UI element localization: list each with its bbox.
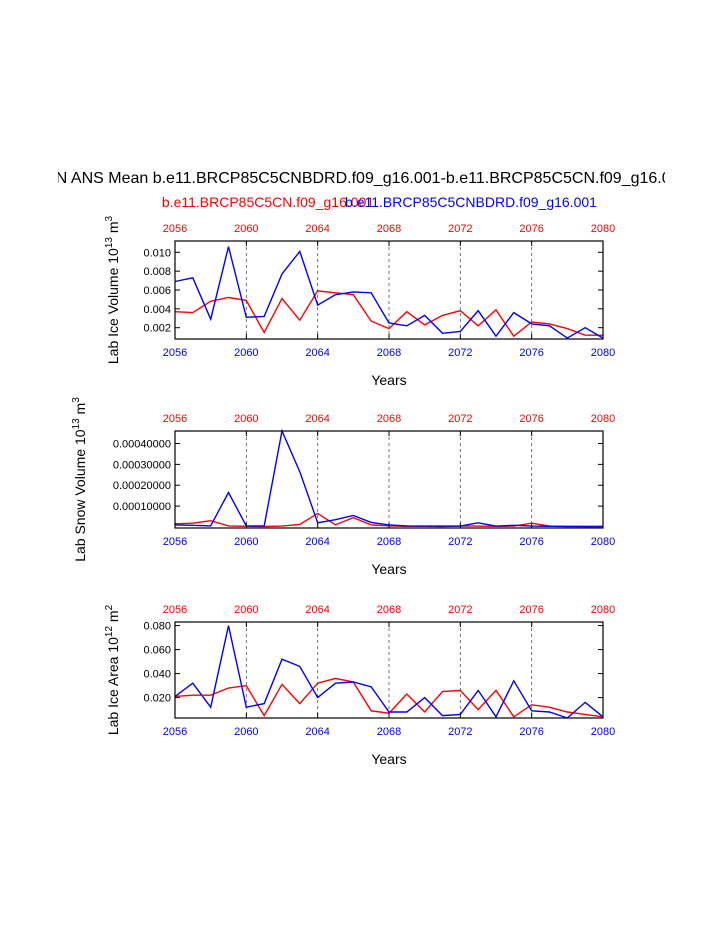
x-axis-label: Years: [371, 561, 406, 577]
x-tick-label-bottom: 2068: [377, 536, 401, 548]
y-axis-label: Lab Ice Area 1012 m2: [104, 604, 121, 735]
chart-panels: 0.002 0.004 0.006 0.008 0.010 2056 2056 2060 206…: [71, 215, 615, 767]
y-axis-label-part: 3: [104, 215, 115, 221]
y-tick-label: 0.004: [143, 304, 171, 316]
x-tick-label-top: 2072: [448, 223, 472, 235]
x-tick-label-top: 2064: [305, 223, 329, 235]
x-tick-label-top: 2064: [305, 413, 329, 425]
x-tick-label-bottom: 2080: [591, 726, 615, 738]
y-axis-label-part: Lab Ice Volume 10: [105, 248, 121, 364]
y-axis-label-part: 2: [104, 604, 115, 610]
x-tick-label-bottom: 2056: [163, 536, 187, 548]
y-axis-label-part: Lab Ice Area 10: [105, 637, 121, 735]
x-tick-label-top: 2080: [591, 413, 615, 425]
x-tick-label-top: 2076: [519, 413, 543, 425]
y-axis-label: Lab Ice Volume 1013 m3: [104, 215, 121, 364]
x-tick-label-top: 2072: [448, 604, 472, 616]
x-tick-label-bottom: 2068: [377, 347, 401, 359]
series-line-blue: [174, 625, 604, 719]
x-axis-label: Years: [371, 372, 406, 388]
x-tick-label-top: 2072: [448, 413, 472, 425]
x-tick-label-top: 2080: [591, 223, 615, 235]
y-tick-label: 0.040: [143, 669, 171, 681]
x-tick-label-bottom: 2064: [305, 347, 329, 359]
y-tick-label: 0.00020000: [113, 480, 171, 492]
x-tick-label-bottom: 2064: [305, 536, 329, 548]
x-tick-label-bottom: 2072: [448, 536, 472, 548]
y-axis-label-part: 3: [71, 397, 82, 403]
x-tick-label-bottom: 2060: [234, 536, 258, 548]
y-axis-label-part: 12: [104, 626, 115, 638]
x-tick-label-top: 2056: [163, 223, 187, 235]
y-tick-label: 0.00010000: [113, 501, 171, 513]
y-axis-label-part: Lab Snow Volume 10: [72, 429, 88, 562]
x-tick-label-top: 2064: [305, 604, 329, 616]
x-tick-label-top: 2076: [519, 223, 543, 235]
x-tick-label-top: 2060: [234, 604, 258, 616]
x-tick-label-top: 2060: [234, 223, 258, 235]
x-tick-label-bottom: 2056: [163, 726, 187, 738]
x-axis-label: Years: [371, 751, 406, 767]
y-axis-label: Lab Snow Volume 1013 m3: [71, 397, 88, 562]
chart-panel-1: 0.002 0.004 0.006 0.008 0.010 2056 2056 2060 206…: [104, 215, 615, 388]
y-tick-label: 0.060: [143, 645, 171, 657]
y-tick-label: 0.010: [143, 247, 171, 259]
y-tick-label: 0.002: [143, 323, 171, 335]
x-tick-label-top: 2068: [377, 223, 401, 235]
y-tick-label: 0.00030000: [113, 459, 171, 471]
x-tick-label-bottom: 2080: [591, 536, 615, 548]
chart-panel-2: 0.00010000 0.00020000 0.00030000 0.00040000…: [71, 397, 615, 577]
y-axis-label-part: 13: [71, 418, 82, 430]
y-axis-label-part: 13: [104, 237, 115, 249]
x-tick-label-bottom: 2064: [305, 726, 329, 738]
series-line-blue: [174, 246, 604, 339]
x-tick-label-bottom: 2072: [448, 347, 472, 359]
x-tick-label-bottom: 2080: [591, 347, 615, 359]
y-axis-label-part: m: [105, 610, 121, 626]
legend-case-red: b.e11.BRCP85C5CN.f09_g16.001: [162, 194, 374, 210]
x-tick-label-top: 2056: [163, 604, 187, 616]
x-tick-label-top: 2080: [591, 604, 615, 616]
x-tick-label-bottom: 2076: [519, 536, 543, 548]
x-tick-label-top: 2068: [377, 604, 401, 616]
y-axis-label-part: m: [72, 403, 88, 419]
x-tick-label-top: 2060: [234, 413, 258, 425]
x-tick-label-top: 2068: [377, 413, 401, 425]
y-tick-label: 0.006: [143, 285, 171, 297]
y-tick-label: 0.080: [143, 621, 171, 633]
x-tick-label-bottom: 2068: [377, 726, 401, 738]
legend-case-blue: b.e11.BRCP85C5CNBDRD.f09_g16.001: [345, 194, 597, 210]
y-tick-label: 0.020: [143, 693, 171, 705]
x-tick-label-bottom: 2060: [234, 347, 258, 359]
x-tick-label-top: 2076: [519, 604, 543, 616]
chart-panel-3: 0.020 0.040 0.060 0.080 2056 2056 2060 2060 2064…: [104, 604, 615, 767]
y-tick-label: 0.00040000: [113, 439, 171, 451]
x-tick-label-bottom: 2056: [163, 347, 187, 359]
x-tick-label-bottom: 2072: [448, 726, 472, 738]
series-line-red: [174, 290, 603, 338]
y-axis-label-part: m: [105, 221, 121, 237]
y-tick-label: 0.008: [143, 266, 171, 278]
x-tick-label-bottom: 2076: [519, 347, 543, 359]
x-tick-label-bottom: 2060: [234, 726, 258, 738]
x-tick-label-bottom: 2076: [519, 726, 543, 738]
chart-title: ANN ANS Mean b.e11.BRCP85C5CNBDRD.f09_g1…: [34, 170, 689, 187]
x-tick-label-top: 2056: [163, 413, 187, 425]
